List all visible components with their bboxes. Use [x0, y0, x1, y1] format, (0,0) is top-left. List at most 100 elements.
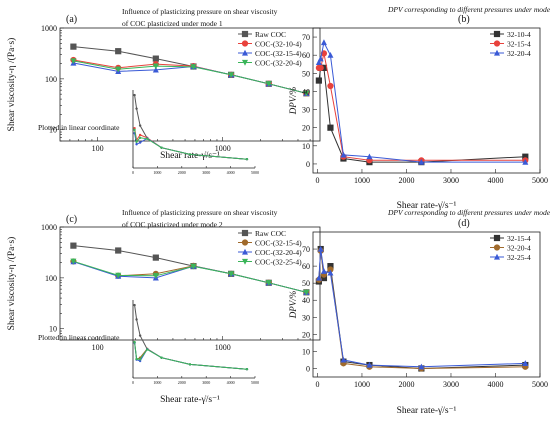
inset-data-point: [160, 146, 163, 149]
x-axis-label: Shear rate-γ̇/s⁻¹: [160, 151, 220, 161]
data-point: [115, 272, 122, 279]
chart-title-line: Influence of plasticizing pressure on sh…: [122, 208, 278, 217]
panel-label: (c): [66, 214, 77, 225]
legend-marker: [241, 40, 249, 47]
inset-data-point: [135, 107, 138, 110]
inset-data-point: [133, 340, 136, 344]
data-point: [327, 269, 334, 276]
x-tick-label: 0: [315, 176, 319, 185]
data-point: [152, 63, 159, 70]
data-point: [152, 55, 159, 62]
y-tick-label: 50: [302, 279, 310, 288]
y-tick-label: 70: [302, 245, 310, 254]
series-1: [315, 247, 529, 372]
series-line: [318, 53, 526, 161]
legend-label: COC-(32-10-4): [255, 40, 302, 49]
x-tick-label: 1000: [215, 343, 231, 352]
inset-chart: 0 1000 2000 3000 4000 5000: [132, 90, 259, 175]
legend-label: COC-(32-25-4): [255, 258, 302, 267]
data-point: [70, 258, 77, 265]
data-point: [327, 51, 334, 58]
series-2: [315, 245, 529, 370]
inset-x-tick-label: 3000: [202, 380, 210, 385]
chart-panel-d: 0 10 20 30 40 50 60 70 0 1000 2000 3000 4000 5000 Shea…: [288, 208, 550, 416]
y-tick-label: 60: [302, 262, 310, 271]
inset-x-tick-label: 1000: [153, 170, 161, 175]
y-tick-label: 60: [302, 51, 310, 60]
data-point: [228, 271, 235, 278]
y-tick-label: 100: [45, 274, 57, 283]
inset-data-point: [135, 140, 138, 143]
x-tick-label: 1000: [215, 144, 231, 153]
x-tick-label: 1000: [354, 176, 370, 185]
data-point: [320, 39, 327, 46]
y-tick-label: 20: [302, 124, 310, 133]
x-tick-label: 3000: [443, 380, 459, 389]
legend-label: 32-20-4: [507, 49, 531, 58]
legend-label: COC-(32-15-4): [255, 49, 302, 58]
y-tick-label: 30: [302, 313, 310, 322]
x-tick-label: 2000: [398, 380, 414, 389]
inset-data-point: [133, 303, 136, 307]
series-2: [315, 39, 529, 165]
y-tick-label: 0: [306, 160, 310, 169]
y-axis-label: Shear viscosity-η /(Pa·s): [6, 38, 17, 132]
legend-label: Raw COC: [255, 30, 286, 39]
y-tick-label: 1000: [41, 223, 57, 232]
inset-data-point: [188, 363, 192, 366]
legend-label: 32-10-4: [507, 30, 531, 39]
chart-annotation: Plotted in linear coordinate: [38, 123, 120, 132]
y-tick-label: 10: [302, 142, 310, 151]
x-axis-label: Shear rate-γ̇/s⁻¹: [397, 201, 457, 211]
legend-label: 32-20-4: [507, 244, 531, 253]
legend-marker: [493, 234, 501, 242]
legend-marker: [242, 258, 248, 265]
inset-data-point: [245, 157, 249, 161]
data-point: [522, 158, 529, 165]
data-point: [190, 263, 197, 270]
inset-chart: 0 1000 2000 3000 4000 5000: [132, 300, 259, 385]
series-1: [315, 50, 529, 164]
inset-data-point: [133, 93, 136, 97]
x-tick-label: 0: [315, 380, 319, 389]
legend: 32-10-432-15-432-20-4: [490, 30, 531, 58]
y-tick-label: 10: [49, 126, 57, 135]
data-point: [228, 72, 235, 79]
inset-data-point: [160, 356, 163, 359]
plot-frame: [312, 27, 541, 174]
inset-data-point: [135, 318, 138, 321]
data-point: [152, 273, 159, 279]
data-point: [366, 361, 373, 368]
x-tick-label: 4000: [487, 176, 503, 185]
legend-label: 32-15-4: [507, 40, 531, 49]
chart-title-line: Influence of plasticizing pressure on sh…: [122, 7, 278, 16]
data-point: [115, 48, 122, 55]
panel-label: (b): [458, 14, 470, 25]
data-point: [418, 363, 425, 370]
y-tick-label: 1000: [41, 24, 57, 33]
inset-data-point: [138, 141, 142, 144]
legend: Raw COCCOC-(32-15-4)COC-(32-20-4)COC-(32…: [238, 229, 302, 267]
data-point: [320, 268, 327, 274]
data-point: [115, 66, 122, 73]
data-point: [152, 66, 159, 73]
data-point: [303, 289, 310, 296]
legend-label: COC-(32-15-4): [255, 239, 302, 248]
legend-marker: [242, 248, 248, 255]
data-point: [265, 81, 272, 87]
data-point: [340, 356, 347, 363]
chart-title-line: of COC plasticized under mode 1: [122, 19, 223, 28]
inset-data-point: [135, 143, 138, 146]
inset-data-point: [133, 126, 136, 130]
chart-annotation: Plotted in linear coordinate: [38, 333, 120, 342]
legend-marker: [242, 59, 248, 66]
plot-frame: [59, 27, 321, 142]
panel-label: (a): [66, 14, 77, 25]
x-tick-label: 100: [92, 343, 104, 352]
data-point: [327, 124, 334, 131]
legend-marker: [494, 49, 500, 56]
